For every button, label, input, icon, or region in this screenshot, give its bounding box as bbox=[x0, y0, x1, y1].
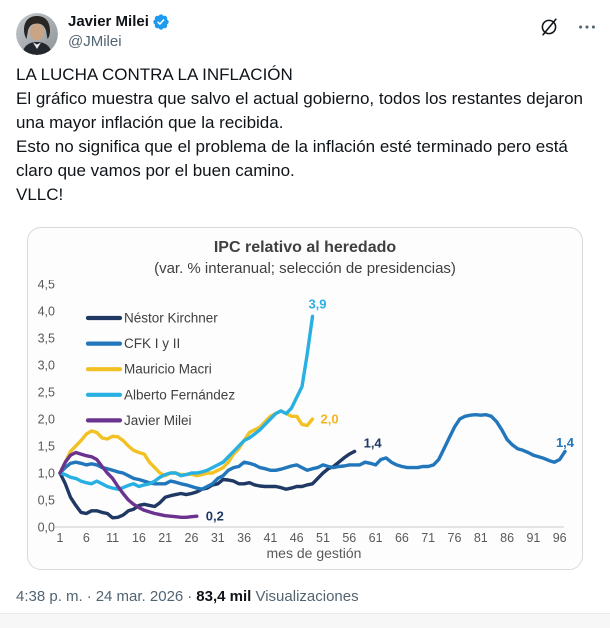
avatar[interactable] bbox=[16, 13, 58, 55]
svg-text:Alberto Fernández: Alberto Fernández bbox=[124, 387, 235, 402]
svg-text:Néstor Kirchner: Néstor Kirchner bbox=[124, 311, 218, 326]
author-block: Javier Milei @JMilei bbox=[68, 12, 170, 52]
svg-text:CFK I y II: CFK I y II bbox=[124, 336, 180, 351]
svg-text:71: 71 bbox=[421, 531, 435, 545]
grok-icon[interactable] bbox=[538, 16, 560, 38]
avatar-image bbox=[16, 13, 58, 55]
svg-text:76: 76 bbox=[448, 531, 462, 545]
svg-text:0,2: 0,2 bbox=[206, 509, 224, 524]
bottom-divider bbox=[0, 613, 610, 614]
svg-text:0,5: 0,5 bbox=[38, 494, 55, 508]
svg-text:6: 6 bbox=[83, 531, 90, 545]
chart-title: IPC relativo al heredado bbox=[213, 239, 397, 256]
chart-image[interactable]: IPC relativo al heredado (var. % interan… bbox=[27, 227, 583, 570]
svg-text:mes de gestión: mes de gestión bbox=[267, 545, 362, 561]
svg-text:31: 31 bbox=[211, 531, 225, 545]
display-name[interactable]: Javier Milei bbox=[68, 13, 149, 30]
svg-text:2,0: 2,0 bbox=[38, 413, 55, 427]
more-icon[interactable] bbox=[576, 16, 598, 38]
svg-text:3,5: 3,5 bbox=[38, 332, 55, 346]
svg-text:56: 56 bbox=[342, 531, 356, 545]
line-chart: 0,00,51,01,52,02,53,03,54,04,51 6 11 16 21 26… bbox=[38, 280, 575, 561]
svg-text:3,9: 3,9 bbox=[308, 296, 326, 311]
svg-text:61: 61 bbox=[369, 531, 383, 545]
svg-text:46: 46 bbox=[290, 531, 304, 545]
svg-text:1,0: 1,0 bbox=[38, 467, 55, 481]
svg-text:4,5: 4,5 bbox=[38, 280, 55, 292]
svg-text:86: 86 bbox=[500, 531, 514, 545]
svg-text:36: 36 bbox=[237, 531, 251, 545]
svg-text:1,4: 1,4 bbox=[556, 435, 575, 450]
svg-text:1,4: 1,4 bbox=[364, 435, 383, 450]
verified-badge-icon bbox=[153, 14, 169, 30]
svg-text:81: 81 bbox=[474, 531, 488, 545]
svg-text:Javier Milei: Javier Milei bbox=[124, 413, 192, 428]
svg-text:4,0: 4,0 bbox=[38, 305, 55, 319]
svg-text:41: 41 bbox=[263, 531, 277, 545]
svg-text:66: 66 bbox=[395, 531, 409, 545]
svg-text:1: 1 bbox=[57, 531, 64, 545]
svg-text:26: 26 bbox=[185, 531, 199, 545]
tweet-date[interactable]: 24 mar. 2026 bbox=[95, 588, 184, 605]
svg-text:21: 21 bbox=[158, 531, 172, 545]
tweet-text: LA LUCHA CONTRA LA INFLACIÓN El gráfico … bbox=[16, 65, 583, 204]
bottom-strip bbox=[0, 614, 610, 628]
svg-text:2,5: 2,5 bbox=[38, 386, 55, 400]
svg-text:51: 51 bbox=[316, 531, 330, 545]
views-label: Visualizaciones bbox=[255, 588, 359, 605]
views-count: 83,4 mil bbox=[196, 588, 252, 605]
svg-text:16: 16 bbox=[132, 531, 146, 545]
svg-text:91: 91 bbox=[526, 531, 540, 545]
svg-text:0,0: 0,0 bbox=[38, 521, 55, 535]
tweet-header: Javier Milei @JMilei bbox=[16, 12, 598, 56]
svg-text:Mauricio Macri: Mauricio Macri bbox=[124, 362, 212, 377]
svg-text:11: 11 bbox=[106, 531, 119, 545]
svg-text:1,5: 1,5 bbox=[38, 440, 55, 454]
chart-subtitle: (var. % interanual; selección de preside… bbox=[154, 260, 456, 277]
tweet-footer: 4:38 p. m. · 24 mar. 2026 · 83,4 mil Visuali… bbox=[16, 588, 359, 605]
svg-text:2,0: 2,0 bbox=[321, 412, 339, 427]
separator-dot: · bbox=[86, 588, 92, 605]
separator-dot: · bbox=[187, 588, 193, 605]
svg-text:3,0: 3,0 bbox=[38, 359, 55, 373]
handle: @JMilei bbox=[68, 33, 122, 50]
svg-text:96: 96 bbox=[553, 531, 567, 545]
timestamp[interactable]: 4:38 p. m. bbox=[16, 588, 83, 605]
